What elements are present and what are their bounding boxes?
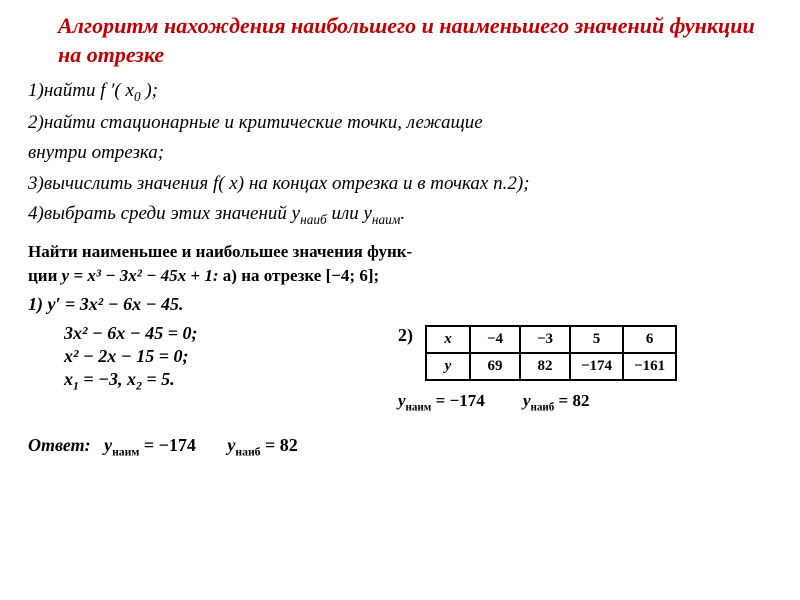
cell-x: x [426, 326, 470, 353]
page-title: Алгоритм нахождения наибольшего и наимен… [28, 12, 772, 69]
problem-line2: ции y = x³ − 3x² − 45x + 1: а) на отрезк… [28, 264, 772, 288]
step-4: 4)выбрать среди этих значений yнаиб или … [28, 200, 772, 230]
calc-block: 3x² − 6x − 45 = 0; x² − 2x − 15 = 0; x1 … [64, 323, 398, 393]
problem-fn: y = x³ − 3x² − 45x + 1: [62, 266, 223, 285]
step1-fn: f ′( x [100, 80, 134, 101]
eq3-b: = −3, x [79, 369, 136, 389]
step1-sub: 0 [134, 89, 141, 104]
ymin-sub: наим [406, 401, 432, 413]
step4-b: или y [327, 203, 372, 224]
problem-line1: Найти наименьшее и наибольшее значения ф… [28, 240, 772, 264]
ans-min-eq: = −174 [139, 435, 196, 455]
calc-eq1: 3x² − 6x − 45 = 0; [64, 323, 398, 344]
content-row: 3x² − 6x − 45 = 0; x² − 2x − 15 = 0; x1 … [28, 319, 772, 413]
step3-b: на концах отрезка и в точках п.2); [249, 173, 530, 194]
ans-max-sub: наиб [235, 446, 260, 459]
cell-v2: 82 [520, 353, 570, 380]
ymin-lbl: y [398, 391, 406, 410]
derivative-expr: y′ = 3x² − 6x − 45. [48, 294, 184, 314]
step4-sub2: наим [372, 212, 400, 227]
problem-l2c: а) на отрезке [−4; 6]; [223, 266, 379, 285]
cell-h2: −3 [520, 326, 570, 353]
ymin-eq: = −174 [431, 391, 484, 410]
eq3-c: = 5. [142, 369, 175, 389]
step3-fn: f( x) [213, 173, 249, 194]
step-2b: внутри отрезка; [28, 139, 772, 168]
step1-text-a: 1)найти [28, 80, 100, 101]
answer-label: Ответ: [28, 435, 91, 455]
ymax-eq: = 82 [554, 391, 589, 410]
cell-v4: −161 [623, 353, 676, 380]
step4-c: . [400, 203, 405, 224]
right-panel: 2) x −4 −3 5 6 y 69 82 −174 −161 yнаим =… [398, 319, 772, 413]
calc-eq3: x1 = −3, x2 = 5. [64, 369, 398, 393]
step3-a: 3)вычислить значения [28, 173, 213, 194]
ymax-sub: наиб [531, 401, 555, 413]
values-table: x −4 −3 5 6 y 69 82 −174 −161 [425, 325, 677, 381]
cell-h3: 5 [570, 326, 623, 353]
cell-h1: −4 [470, 326, 520, 353]
step-2a: 2)найти стационарные и критические точки… [28, 109, 772, 138]
eq3-a: x [64, 369, 73, 389]
ans-min-sub: наим [112, 446, 139, 459]
cell-h4: 6 [623, 326, 676, 353]
step1-text-c: ); [141, 80, 158, 101]
ans-max-eq: = 82 [261, 435, 298, 455]
problem-statement: Найти наименьшее и наибольшее значения ф… [28, 240, 772, 288]
derivative-line: 1) y′ = 3x² − 6x − 45. [28, 294, 772, 315]
calc-eq2: x² − 2x − 15 = 0; [64, 346, 398, 367]
step4-sub1: наиб [300, 212, 327, 227]
ans-min-lbl: y [104, 435, 112, 455]
label-2: 2) [398, 325, 413, 345]
cell-v3: −174 [570, 353, 623, 380]
answer-line: Ответ: yнаим = −174 yнаиб = 82 [28, 435, 772, 459]
left-calc: 3x² − 6x − 45 = 0; x² − 2x − 15 = 0; x1 … [28, 319, 398, 395]
cell-v1: 69 [470, 353, 520, 380]
derivative-label: 1) [28, 294, 48, 314]
cell-y: y [426, 353, 470, 380]
result-min-max: yнаим = −174 yнаиб = 82 [398, 391, 772, 413]
step-1: 1)найти f ′( x0 ); [28, 77, 772, 107]
table-row-values: y 69 82 −174 −161 [426, 353, 676, 380]
step-3: 3)вычислить значения f( x) на концах отр… [28, 170, 772, 199]
problem-l2a: ции [28, 266, 62, 285]
table-row-header: x −4 −3 5 6 [426, 326, 676, 353]
ymax-lbl: y [523, 391, 531, 410]
step4-a: 4)выбрать среди этих значений y [28, 203, 300, 224]
